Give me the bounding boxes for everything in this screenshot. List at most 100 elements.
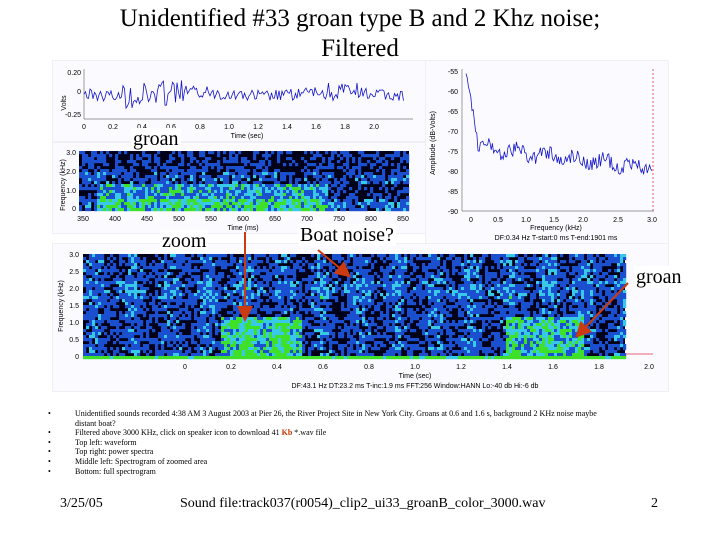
spectrum-ytick: -65 — [448, 109, 458, 116]
download-kb-link[interactable]: Kb — [281, 428, 293, 438]
footer-page-number: 2 — [651, 496, 658, 511]
spectrum-ytick: -70 — [448, 129, 458, 136]
full-ytick: 1.0 — [69, 320, 79, 327]
full-ytick: 0 — [75, 354, 79, 361]
power-spectrum-panel: Amplitude (dB-Volts) -55 -60 -65 -70 -75… — [425, 60, 669, 245]
waveform-xtick: 0.8 — [195, 124, 205, 131]
footer-sound-file: Sound file:track037(r0054)_clip2_ui33_gr… — [180, 496, 546, 511]
title-line-2: Filtered — [321, 35, 399, 62]
zoom-xtick: 400 — [109, 216, 121, 223]
spectrum-footer: DF:0.34 Hz T-start:0 ms T-end:1901 ms — [495, 235, 618, 242]
waveform-xtick: 0.2 — [108, 124, 118, 131]
zoom-ytick: 2.0 — [66, 169, 76, 176]
zoom-xtick: 350 — [77, 216, 89, 223]
note-text: Bottom: full spectrogram — [75, 466, 156, 476]
zoom-ytick: 1.0 — [66, 188, 76, 195]
zoom-spectrogram-image — [79, 151, 410, 212]
full-spectrogram-panel: Frequency (kHz) 3.0 2.5 2.0 1.5 1.0 0.5 … — [52, 243, 669, 392]
waveform-xtick: 0.6 — [166, 124, 176, 131]
spectrum-xtick: 2.0 — [578, 217, 588, 224]
zoom-xtick: 550 — [205, 216, 217, 223]
power-spectrum-plot: Amplitude (dB-Volts) -55 -60 -65 -70 -75… — [430, 69, 657, 242]
spectrum-ytick: -55 — [448, 69, 458, 76]
full-ytick: 2.5 — [69, 269, 79, 276]
title-line-1: Unidentified #33 groan type B and 2 Khz … — [119, 5, 601, 32]
full-xtick: 0.6 — [318, 364, 328, 371]
spectrum-xtick: 1.5 — [549, 217, 559, 224]
waveform-ytick: -0.25 — [65, 112, 81, 119]
groan-right-label: groan — [634, 266, 684, 288]
waveform-panel: Volts 0.20 0 -0.25 0 0.2 0.4 0.6 0.8 1.0… — [52, 60, 430, 142]
zoom-ytick: 3.0 — [66, 150, 76, 157]
zoom-xtick: 450 — [141, 216, 153, 223]
notes-list: Unidentified sounds recorded 4:38 AM 3 A… — [48, 409, 608, 476]
zoom-xtick: 650 — [269, 216, 281, 223]
full-xtick: 0 — [183, 364, 187, 371]
spectrum-ytick: -90 — [448, 209, 458, 216]
full-ytick: 1.5 — [69, 303, 79, 310]
zoom-label: zoom — [160, 230, 209, 252]
waveform-xtick: 1.8 — [340, 124, 350, 131]
spectrum-ylabel: Amplitude (dB-Volts) — [430, 111, 437, 175]
groan-top-label: groan — [131, 128, 181, 150]
note-item: Unidentified sounds recorded 4:38 AM 3 A… — [48, 409, 608, 428]
waveform-ytick: 0.20 — [67, 70, 81, 77]
zoom-xlabel: Time (ms) — [227, 225, 258, 232]
note-item: Middle left: Spectrogram of zoomed area — [48, 457, 608, 467]
zoom-xtick: 750 — [333, 216, 345, 223]
full-ytick: 0.5 — [69, 337, 79, 344]
full-spectrogram-footer: DF:43.1 Hz DT:23.2 ms T-inc:1.9 ms FFT:2… — [292, 383, 539, 390]
full-xtick: 0.4 — [272, 364, 282, 371]
note-text: *.wav file — [292, 428, 327, 438]
waveform-plot: Volts 0.20 0 -0.25 0 0.2 0.4 0.6 0.8 1.0… — [61, 69, 413, 140]
spectrum-xtick: 2.5 — [613, 217, 623, 224]
full-xtick: 2.0 — [644, 364, 654, 371]
zoom-spectrogram-plot: Frequency (kHz) 3.0 2.0 1.0 0 350 400 45… — [60, 150, 410, 232]
zoom-xtick: 600 — [237, 216, 249, 223]
note-text: Top left: waveform — [75, 437, 137, 447]
zoom-ylabel: Frequency (kHz) — [60, 159, 67, 211]
waveform-xtick: 2.0 — [369, 124, 379, 131]
full-ytick: 2.0 — [69, 286, 79, 293]
zoom-xtick: 850 — [397, 216, 409, 223]
waveform-xtick: 1.0 — [224, 124, 234, 131]
note-item: Bottom: full spectrogram — [48, 467, 608, 477]
full-xtick: 1.8 — [594, 364, 604, 371]
waveform-xtick: 0.4 — [137, 124, 147, 131]
waveform-xtick: 1.2 — [253, 124, 263, 131]
waveform-xticks: 0 0.2 0.4 0.6 0.8 1.0 1.2 1.4 1.6 1.8 2.… — [82, 124, 379, 131]
full-xtick: 1.4 — [502, 364, 512, 371]
note-text: Unidentified sounds recorded 4:38 AM 3 A… — [75, 409, 597, 428]
full-ytick: 3.0 — [69, 252, 79, 259]
note-text: Filtered above 3000 KHz, click on speake… — [75, 428, 282, 438]
full-xtick: 0.8 — [364, 364, 374, 371]
waveform-ytick: 0 — [77, 89, 81, 96]
spectrum-ytick: -85 — [448, 189, 458, 196]
note-item: Top right: power spectra — [48, 447, 608, 457]
zoom-xtick: 800 — [365, 216, 377, 223]
zoom-xtick: 700 — [301, 216, 313, 223]
spectrum-ytick: -60 — [448, 89, 458, 96]
spectrum-xtick: 0 — [469, 217, 473, 224]
full-xtick: 1.0 — [410, 364, 420, 371]
note-text: Top right: power spectra — [75, 447, 154, 457]
waveform-xtick: 1.4 — [282, 124, 292, 131]
note-item: Filtered above 3000 KHz, click on speake… — [48, 428, 608, 438]
zoom-spectrogram-panel: Frequency (kHz) 3.0 2.0 1.0 0 350 400 45… — [52, 142, 430, 234]
slide-title: Unidentified #33 groan type B and 2 Khz … — [0, 4, 720, 64]
note-text: Middle left: Spectrogram of zoomed area — [75, 456, 208, 466]
waveform-xtick: 0 — [82, 124, 86, 131]
zoom-ytick: 0 — [72, 206, 76, 213]
spectrum-xtick: 0.5 — [493, 217, 503, 224]
waveform-xtick: 1.6 — [311, 124, 321, 131]
waveform-ylabel: Volts — [61, 95, 68, 111]
spectrum-xtick: 1.0 — [521, 217, 531, 224]
full-ylabel: Frequency (kHz) — [58, 280, 65, 332]
boat-noise-label: Boat noise? — [298, 224, 396, 246]
note-item: Top left: waveform — [48, 438, 608, 448]
spectrum-xtick: 3.0 — [647, 217, 657, 224]
spectrum-xlabel: Frequency (kHz) — [530, 225, 582, 232]
waveform-trace — [83, 80, 404, 110]
full-spectrogram-plot: Frequency (kHz) 3.0 2.5 2.0 1.5 1.0 0.5 … — [58, 252, 654, 390]
spectrum-ytick: -75 — [448, 149, 458, 156]
